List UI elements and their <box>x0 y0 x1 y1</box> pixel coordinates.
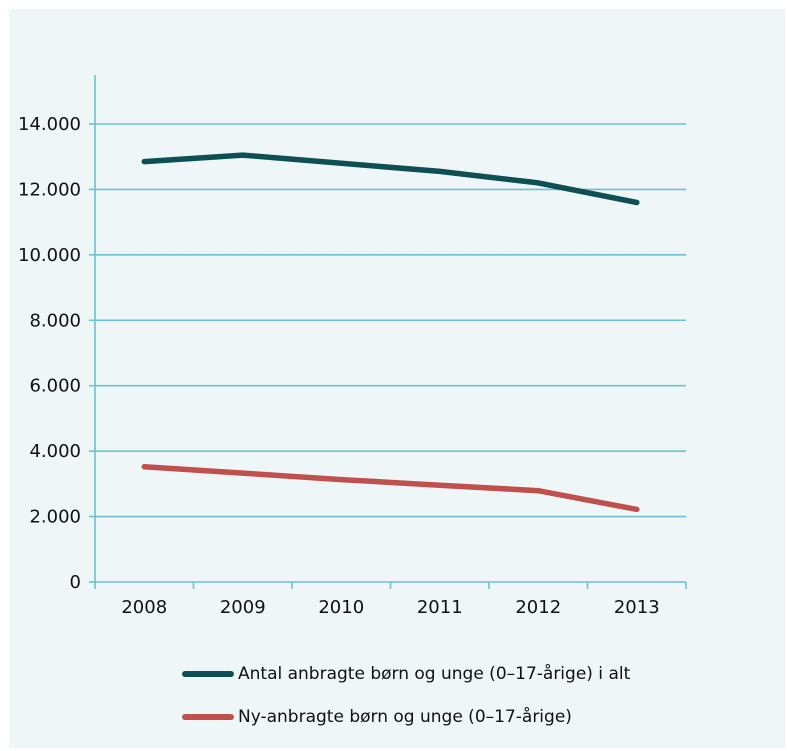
legend-label-new: Ny-anbragte børn og unge (0–17-årige) <box>238 707 572 727</box>
x-tick-label: 2011 <box>417 597 463 618</box>
series-lines <box>141 152 640 513</box>
y-tick-label: 10.000 <box>18 245 81 266</box>
x-tick-label: 2009 <box>220 597 266 618</box>
y-tick-label: 14.000 <box>18 114 81 135</box>
x-axis-tick-labels: 2008 2009 2010 2011 2012 2013 <box>121 597 659 618</box>
chart-panel <box>9 9 785 748</box>
y-tick-label: 4.000 <box>29 441 81 462</box>
series-line-new <box>141 464 640 513</box>
y-tick-label: 0 <box>70 572 81 593</box>
legend-item-new: Ny-anbragte børn og unge (0–17-årige) <box>182 707 572 727</box>
y-tick-label: 12.000 <box>18 179 81 200</box>
x-tick-label: 2008 <box>121 597 167 618</box>
axes <box>89 75 687 589</box>
series-line-total <box>141 152 640 206</box>
legend-item-total: Antal anbragte børn og unge (0–17-årige)… <box>182 664 630 684</box>
x-tick-label: 2013 <box>614 597 660 618</box>
y-tick-label: 2.000 <box>29 507 81 528</box>
grid-lines <box>95 123 686 518</box>
legend-swatch-total <box>182 671 234 677</box>
legend-swatch-new <box>182 714 234 720</box>
x-tick-label: 2012 <box>515 597 561 618</box>
x-tick-label: 2010 <box>318 597 364 618</box>
y-tick-label: 6.000 <box>29 376 81 397</box>
legend-label-total: Antal anbragte børn og unge (0–17-årige)… <box>238 664 631 684</box>
y-axis-tick-labels: 0 2.000 4.000 6.000 8.000 10.000 12.000 14.000 <box>18 114 81 593</box>
y-tick-label: 8.000 <box>29 310 81 331</box>
